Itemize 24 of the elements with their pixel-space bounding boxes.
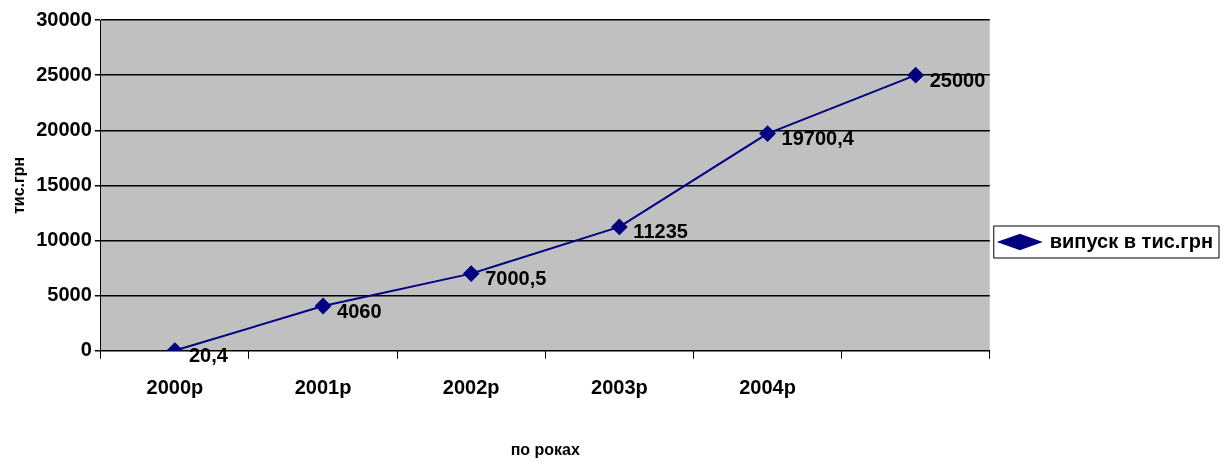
data-label: 4060 — [337, 299, 382, 322]
data-label: 11235 — [633, 220, 688, 243]
x-tick-label: 2000р — [146, 376, 204, 399]
point — [907, 67, 924, 84]
y-axis-title: тис.грн — [10, 156, 28, 214]
legend-label: випуск в тис.грн — [1049, 229, 1213, 252]
y-tick-label: 10000 — [36, 228, 92, 251]
point — [315, 298, 332, 315]
x-tick-label: 2004р — [739, 376, 796, 399]
point — [611, 218, 628, 235]
y-tick-label: 30000 — [36, 7, 92, 30]
point — [463, 265, 480, 282]
y-tick-label: 25000 — [36, 62, 92, 85]
x-tick-label: 2002р — [442, 376, 500, 399]
x-tick-label: 2003р — [591, 376, 648, 399]
y-tick-label: 5000 — [47, 283, 92, 306]
y-tick-label: 0 — [80, 338, 92, 361]
x-tick-label: 2001р — [294, 376, 352, 399]
y-tick-label: 15000 — [36, 172, 92, 195]
data-label: 7000,5 — [485, 267, 547, 290]
data-label: 19700,4 — [781, 127, 855, 150]
y-tick-label: 20000 — [36, 117, 92, 140]
point — [759, 125, 776, 142]
x-axis-title: по роках — [510, 440, 581, 458]
